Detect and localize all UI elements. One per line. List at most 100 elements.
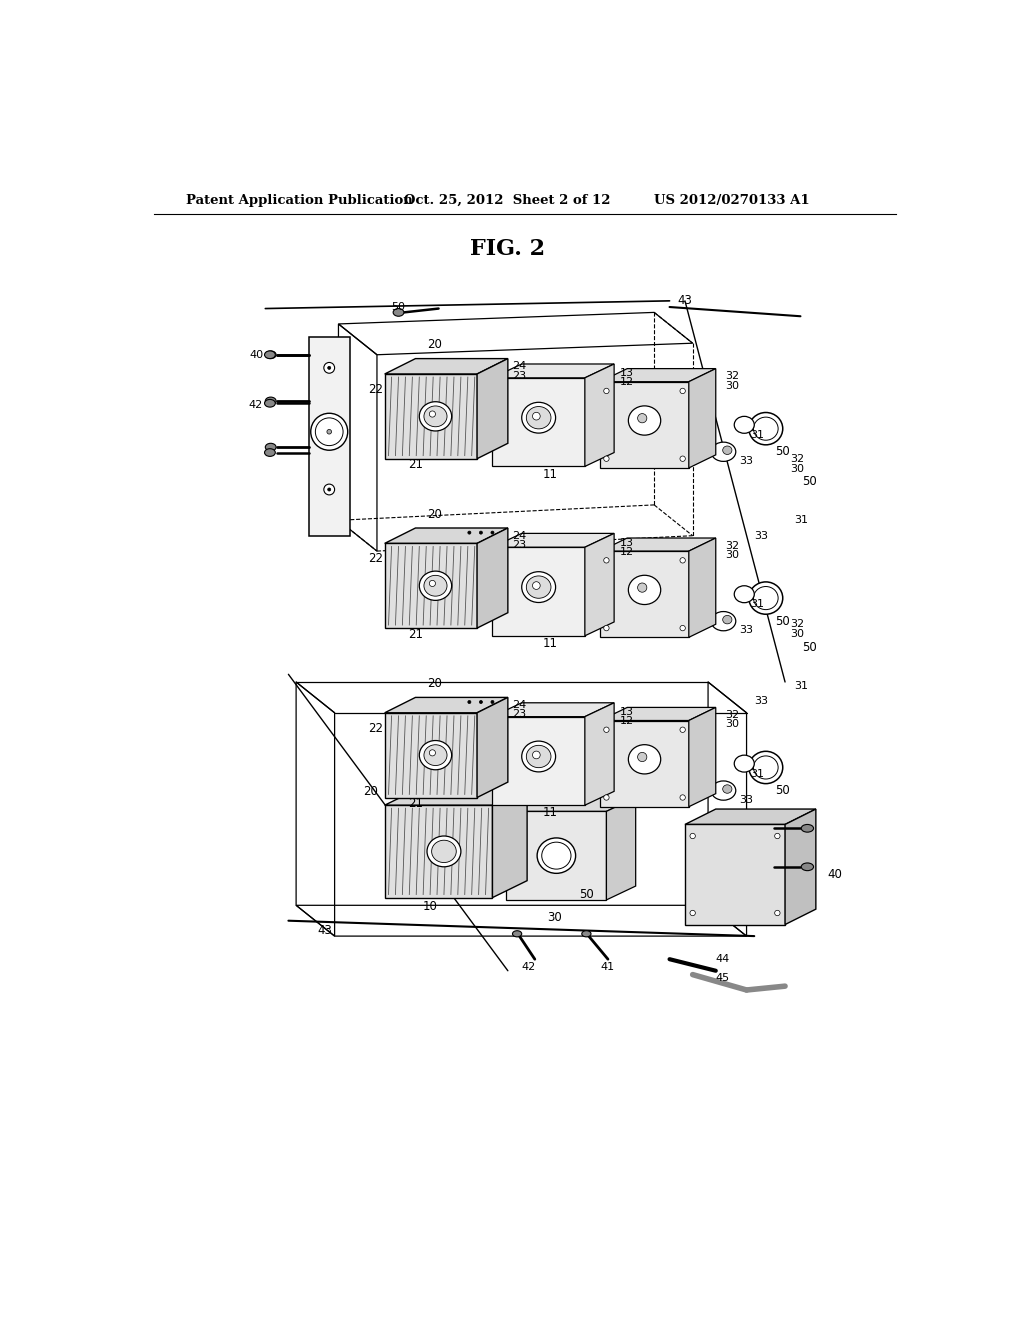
Text: 13: 13 [621, 537, 634, 548]
Text: 21: 21 [408, 797, 423, 810]
Ellipse shape [749, 751, 782, 784]
Polygon shape [385, 713, 477, 797]
Ellipse shape [324, 484, 335, 495]
Ellipse shape [468, 531, 471, 535]
Text: 33: 33 [739, 626, 753, 635]
Text: 23: 23 [512, 540, 526, 550]
Ellipse shape [638, 413, 647, 422]
Ellipse shape [723, 615, 732, 624]
Ellipse shape [680, 455, 685, 462]
Ellipse shape [265, 397, 276, 405]
Polygon shape [585, 364, 614, 466]
Text: 50: 50 [775, 615, 790, 628]
Text: 20: 20 [427, 677, 442, 690]
Text: 30: 30 [725, 550, 739, 560]
Ellipse shape [754, 417, 778, 441]
Ellipse shape [711, 781, 736, 800]
Text: 32: 32 [791, 454, 805, 463]
Polygon shape [689, 368, 716, 469]
Text: 30: 30 [725, 380, 739, 391]
Ellipse shape [526, 407, 551, 429]
Polygon shape [600, 552, 689, 638]
Ellipse shape [327, 429, 332, 434]
Ellipse shape [393, 309, 403, 317]
Ellipse shape [582, 931, 591, 937]
Polygon shape [385, 805, 493, 898]
Text: 45: 45 [716, 973, 730, 983]
Ellipse shape [490, 701, 494, 704]
Text: 12: 12 [621, 546, 635, 557]
Polygon shape [506, 797, 636, 812]
Ellipse shape [265, 351, 276, 359]
Ellipse shape [690, 833, 695, 838]
Text: 20: 20 [427, 508, 442, 520]
Polygon shape [585, 533, 614, 636]
Text: 21: 21 [408, 628, 423, 640]
Text: 24: 24 [512, 700, 526, 710]
Text: 41: 41 [600, 962, 614, 972]
Text: 11: 11 [543, 467, 557, 480]
Ellipse shape [315, 418, 343, 446]
Ellipse shape [680, 795, 685, 800]
Text: 31: 31 [795, 681, 808, 690]
Text: 50: 50 [775, 445, 790, 458]
Ellipse shape [479, 531, 482, 535]
Text: 20: 20 [427, 338, 442, 351]
Text: 31: 31 [751, 768, 764, 779]
Polygon shape [385, 697, 508, 713]
Ellipse shape [424, 407, 447, 426]
Polygon shape [685, 809, 816, 825]
Text: 22: 22 [368, 552, 383, 565]
Ellipse shape [638, 583, 647, 593]
Text: 32: 32 [791, 619, 805, 630]
Ellipse shape [532, 582, 541, 590]
Text: 50: 50 [580, 887, 594, 900]
Polygon shape [385, 544, 477, 628]
Polygon shape [493, 378, 585, 466]
Polygon shape [477, 359, 508, 459]
Text: Patent Application Publication: Patent Application Publication [186, 194, 413, 207]
Ellipse shape [328, 367, 331, 370]
Ellipse shape [542, 842, 571, 869]
Polygon shape [600, 368, 716, 381]
Ellipse shape [749, 413, 782, 445]
Polygon shape [685, 825, 785, 924]
Text: Oct. 25, 2012  Sheet 2 of 12: Oct. 25, 2012 Sheet 2 of 12 [403, 194, 610, 207]
Ellipse shape [432, 841, 457, 862]
Text: 21: 21 [408, 458, 423, 471]
Ellipse shape [749, 582, 782, 614]
Ellipse shape [711, 442, 736, 462]
Text: 23: 23 [512, 371, 526, 380]
Ellipse shape [801, 825, 813, 832]
Text: 32: 32 [725, 371, 739, 381]
Ellipse shape [734, 416, 755, 433]
Polygon shape [385, 528, 508, 544]
Ellipse shape [538, 838, 575, 874]
Text: 32: 32 [725, 541, 739, 550]
Ellipse shape [265, 444, 276, 451]
Text: 11: 11 [543, 638, 557, 649]
Ellipse shape [521, 403, 556, 433]
Polygon shape [493, 717, 585, 805]
Ellipse shape [604, 727, 609, 733]
Text: 13: 13 [621, 708, 634, 717]
Polygon shape [600, 721, 689, 807]
Text: 32: 32 [725, 710, 739, 721]
Text: 50: 50 [802, 475, 817, 488]
Polygon shape [493, 702, 614, 717]
Text: 40: 40 [827, 869, 843, 880]
Ellipse shape [427, 836, 461, 867]
Ellipse shape [734, 755, 755, 772]
Polygon shape [493, 533, 614, 548]
Ellipse shape [629, 405, 660, 436]
Polygon shape [606, 797, 636, 900]
Ellipse shape [775, 911, 780, 916]
Text: 22: 22 [368, 383, 383, 396]
Ellipse shape [629, 744, 660, 774]
Ellipse shape [419, 741, 452, 770]
Text: 44: 44 [716, 954, 730, 964]
Ellipse shape [690, 911, 695, 916]
Ellipse shape [680, 727, 685, 733]
Polygon shape [785, 809, 816, 924]
Ellipse shape [629, 576, 660, 605]
